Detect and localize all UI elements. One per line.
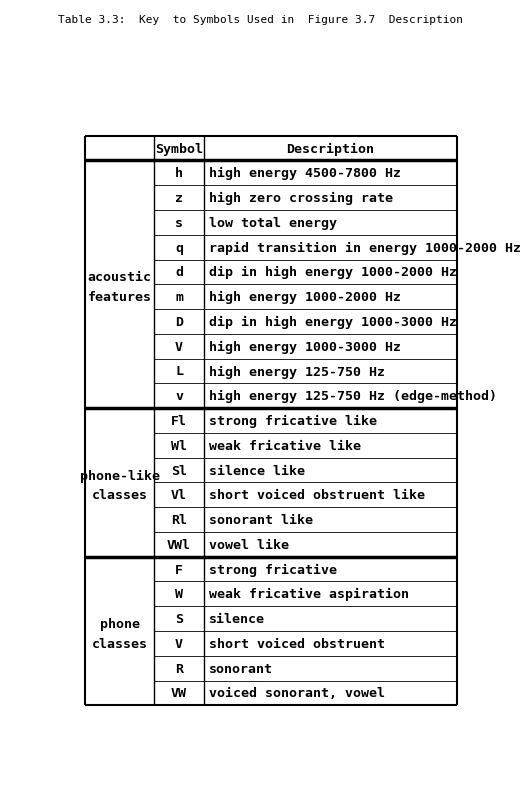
Text: high energy 125-750 Hz: high energy 125-750 Hz <box>209 365 385 378</box>
Text: rapid transition in energy 1000-2000 Hz: rapid transition in energy 1000-2000 Hz <box>209 242 521 255</box>
Text: V: V <box>175 340 183 353</box>
Text: W: W <box>175 588 183 601</box>
Text: D: D <box>175 316 183 328</box>
Text: Vl: Vl <box>171 489 187 502</box>
Text: dip in high energy 1000-2000 Hz: dip in high energy 1000-2000 Hz <box>209 266 457 279</box>
Text: Wl: Wl <box>171 439 187 452</box>
Text: high energy 1000-3000 Hz: high energy 1000-3000 Hz <box>209 340 401 353</box>
Text: phone: phone <box>100 618 140 630</box>
Text: weak fricative aspiration: weak fricative aspiration <box>209 588 409 601</box>
Text: strong fricative: strong fricative <box>209 563 337 576</box>
Text: vowel like: vowel like <box>209 538 289 551</box>
Text: features: features <box>88 291 152 304</box>
Text: short voiced obstruent like: short voiced obstruent like <box>209 489 425 502</box>
Text: sonorant: sonorant <box>209 662 273 675</box>
Text: Fl: Fl <box>171 414 187 427</box>
Text: VW: VW <box>171 687 187 699</box>
Text: R: R <box>175 662 183 675</box>
Text: Sl: Sl <box>171 464 187 477</box>
Text: S: S <box>175 613 183 626</box>
Text: Symbol: Symbol <box>155 142 203 156</box>
Text: classes: classes <box>92 637 147 650</box>
Text: F: F <box>175 563 183 576</box>
Text: d: d <box>175 266 183 279</box>
Text: high energy 125-750 Hz (edge-method): high energy 125-750 Hz (edge-method) <box>209 389 497 403</box>
Text: Table 3.3:  Key  to Symbols Used in  Figure 3.7  Description: Table 3.3: Key to Symbols Used in Figure… <box>58 15 463 25</box>
Text: q: q <box>175 242 183 255</box>
Text: V: V <box>175 637 183 650</box>
Text: dip in high energy 1000-3000 Hz: dip in high energy 1000-3000 Hz <box>209 316 457 328</box>
Text: s: s <box>175 217 183 230</box>
Text: phone-like: phone-like <box>80 469 159 482</box>
Text: L: L <box>175 365 183 378</box>
Text: v: v <box>175 389 183 403</box>
Text: high energy 1000-2000 Hz: high energy 1000-2000 Hz <box>209 291 401 304</box>
Text: silence: silence <box>209 613 265 626</box>
Text: Rl: Rl <box>171 513 187 527</box>
Text: classes: classes <box>92 489 147 502</box>
Text: m: m <box>175 291 183 304</box>
Text: strong fricative like: strong fricative like <box>209 414 377 427</box>
Text: z: z <box>175 192 183 205</box>
Text: h: h <box>175 167 183 180</box>
Text: VWl: VWl <box>167 538 191 551</box>
Text: sonorant like: sonorant like <box>209 513 313 527</box>
Text: silence like: silence like <box>209 464 305 477</box>
Text: weak fricative like: weak fricative like <box>209 439 361 452</box>
Text: low total energy: low total energy <box>209 217 337 230</box>
Text: voiced sonorant, vowel: voiced sonorant, vowel <box>209 687 385 699</box>
Text: acoustic: acoustic <box>88 271 152 284</box>
Text: Description: Description <box>287 142 375 156</box>
Text: short voiced obstruent: short voiced obstruent <box>209 637 385 650</box>
Text: high energy 4500-7800 Hz: high energy 4500-7800 Hz <box>209 167 401 180</box>
Text: high zero crossing rate: high zero crossing rate <box>209 192 393 205</box>
